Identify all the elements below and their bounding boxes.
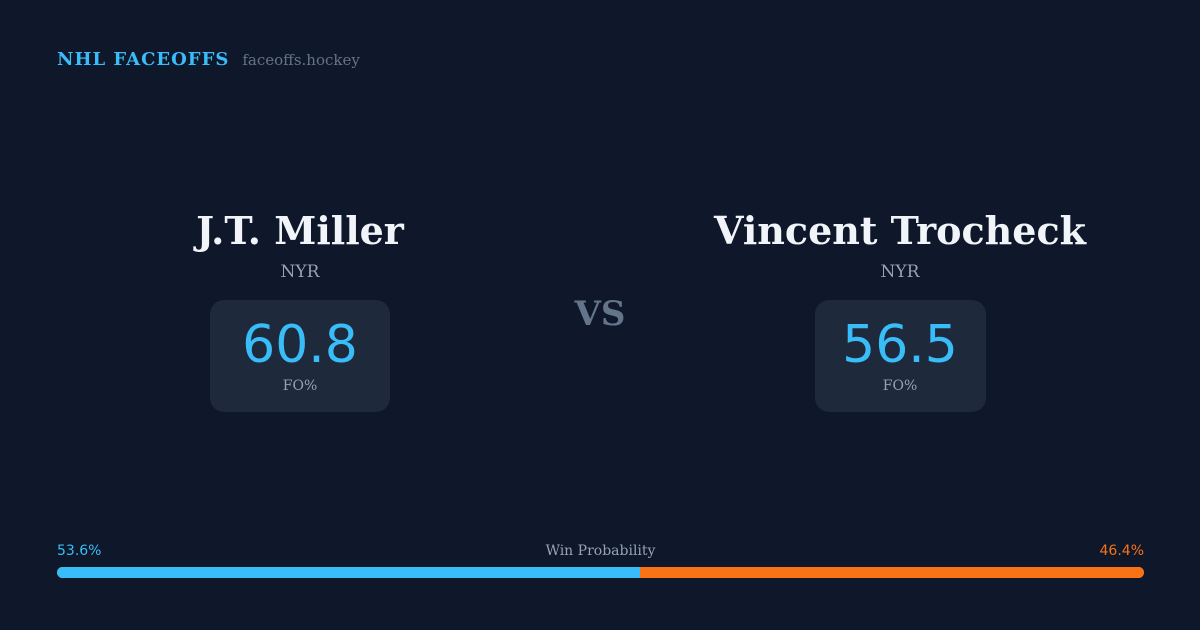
player-left: J.T. Miller NYR 60.8 FO% <box>50 206 550 412</box>
win-prob-left: 53.6% <box>57 543 102 559</box>
brand-name: NHL FACEOFFS <box>57 49 230 70</box>
faceoff-stat-card: 60.8 FO% <box>210 300 390 412</box>
versus-label: VS <box>574 294 626 334</box>
win-prob-label: Win Probability <box>545 543 656 559</box>
faceoff-percentage: 60.8 <box>242 315 358 375</box>
win-probability: 53.6% Win Probability 46.4% <box>57 543 1144 578</box>
stat-label: FO% <box>282 378 318 394</box>
win-prob-bar-left <box>57 567 640 578</box>
win-prob-bar-right <box>639 567 1144 578</box>
player-team: NYR <box>880 262 920 282</box>
stat-label: FO% <box>882 378 918 394</box>
player-team: NYR <box>280 262 320 282</box>
player-name: J.T. Miller <box>196 208 404 253</box>
win-prob-bar <box>57 567 1144 578</box>
faceoff-percentage: 56.5 <box>842 315 958 375</box>
player-right: Vincent Trocheck NYR 56.5 FO% <box>650 206 1150 412</box>
win-prob-right: 46.4% <box>1099 543 1144 559</box>
faceoff-stat-card: 56.5 FO% <box>814 300 986 412</box>
brand: NHL FACEOFFS faceoffs.hockey <box>57 49 360 70</box>
player-name: Vincent Trocheck <box>714 208 1086 253</box>
brand-url: faceoffs.hockey <box>242 51 360 69</box>
